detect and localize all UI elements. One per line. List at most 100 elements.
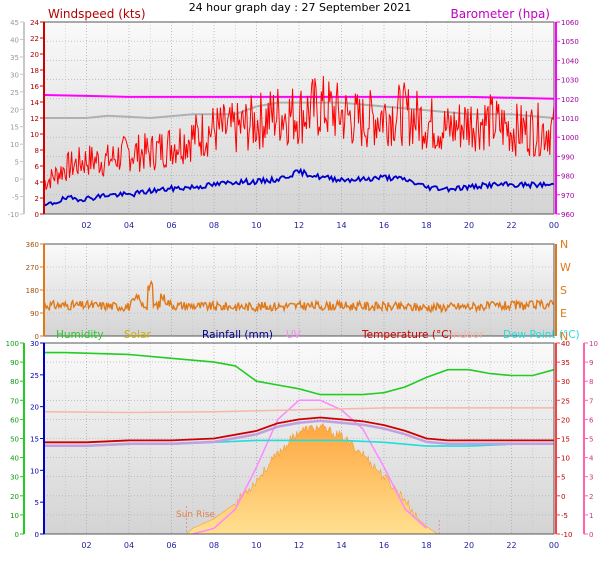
axis-tick-label: 4	[35, 179, 40, 187]
x-tick-label: 10	[251, 541, 261, 550]
axis-tick-label: 50	[10, 436, 19, 444]
direction-panel-series	[43, 279, 555, 314]
axis-tick-label: 20	[561, 416, 570, 424]
axis-tick-label: 70	[10, 397, 19, 405]
axis-tick-label: 5	[15, 159, 19, 167]
wind-panel-axes: -10-505101520253035404502468101214161820…	[8, 19, 579, 230]
x-tick-label: 20	[464, 221, 474, 230]
axis-tick-label: 6	[35, 163, 40, 171]
x-tick-label: 16	[379, 221, 389, 230]
x-tick-label: 18	[421, 541, 431, 550]
x-tick-label: 14	[336, 541, 346, 550]
axis-tick-label: 20	[10, 106, 19, 114]
axis-tick-label: 2	[35, 195, 39, 203]
x-tick-label: 12	[294, 541, 304, 550]
axis-tick-label: 30	[10, 474, 19, 482]
legend-entry: Temperature (°C)	[361, 329, 453, 341]
feels-like-band	[44, 419, 554, 448]
axis-tick-label: 2	[589, 493, 593, 501]
x-tick-label: 02	[81, 541, 91, 550]
axis-tick-label: 180	[26, 287, 39, 295]
axis-tick-label: 1	[589, 512, 593, 520]
axis-tick-label: 6	[589, 416, 594, 424]
axis-tick-label: 990	[561, 153, 574, 161]
compass-label: N	[560, 238, 568, 251]
axis-tick-label: 25	[561, 397, 570, 405]
axis-tick-label: -5	[12, 194, 19, 202]
axis-tick-label: 10	[10, 512, 19, 520]
axis-tick-label: 24	[30, 19, 39, 27]
wind-average-series-line	[43, 167, 555, 207]
axis-tick-label: 1040	[561, 57, 579, 65]
x-tick-label: 10	[251, 221, 261, 230]
axis-tick-label: 8	[589, 378, 593, 386]
axis-tick-label: 35	[561, 359, 570, 367]
indoor-series-line	[43, 407, 554, 414]
axis-tick-label: 40	[10, 455, 19, 463]
axis-tick-label: 1030	[561, 77, 579, 85]
windspeed-label: Windspeed (kts)	[48, 7, 146, 21]
axis-tick-label: 4	[589, 455, 594, 463]
wind-direction-series-line	[43, 279, 555, 314]
temp-panel-series	[43, 351, 555, 535]
axis-tick-label: 20	[30, 404, 39, 412]
axis-tick-label: 7	[589, 397, 593, 405]
axis-tick-label: 1010	[561, 115, 579, 123]
axis-tick-label: 1000	[561, 134, 579, 142]
uv-series-line	[192, 399, 428, 535]
axis-tick-label: 1020	[561, 96, 579, 104]
axis-tick-label: 15	[561, 436, 570, 444]
axis-tick-label: 15	[10, 124, 19, 132]
axis-tick-label: 80	[10, 378, 19, 386]
axis-tick-label: -5	[561, 512, 568, 520]
x-tick-label: 06	[166, 541, 176, 550]
x-tick-label: 22	[506, 221, 516, 230]
x-tick-label: 20	[464, 541, 474, 550]
axis-tick-label: 10	[30, 467, 39, 475]
axis-tick-label: 10	[30, 131, 39, 139]
x-tick-label: 02	[81, 221, 91, 230]
x-tick-label: 06	[166, 221, 176, 230]
axis-tick-label: -10	[8, 211, 19, 219]
legend-entry: Dew Point (°C)	[503, 329, 580, 341]
legend-entry: UV	[286, 329, 302, 341]
axis-tick-label: 5	[561, 474, 565, 482]
wind-panel-series	[43, 75, 555, 207]
axis-tick-label: 90	[10, 359, 19, 367]
x-tick-label: 22	[506, 541, 516, 550]
axis-tick-label: 3	[589, 474, 593, 482]
axis-tick-label: 12	[30, 115, 39, 123]
axis-tick-label: 20	[10, 493, 19, 501]
axis-tick-label: 0	[35, 333, 39, 341]
axis-tick-label: 35	[10, 54, 19, 62]
axis-tick-label: 1050	[561, 38, 579, 46]
compass-label: S	[560, 284, 567, 297]
x-tick-label: 16	[379, 541, 389, 550]
x-tick-label: 04	[124, 221, 134, 230]
axis-tick-label: 20	[30, 51, 39, 59]
axis-tick-label: 45	[10, 19, 19, 27]
x-tick-label: 04	[124, 541, 134, 550]
legend-entry: Humidity	[56, 329, 104, 341]
axis-tick-label: 16	[30, 83, 39, 91]
axis-tick-label: 10	[589, 340, 598, 348]
x-tick-label: 12	[294, 221, 304, 230]
axis-tick-label: 5	[35, 499, 39, 507]
x-tick-label: 00	[549, 221, 559, 230]
axis-tick-label: -10	[561, 531, 572, 539]
axis-tick-label: 0	[589, 531, 593, 539]
wind-gust-series-line	[43, 75, 555, 190]
chart-title: 24 hour graph day : 27 September 2021	[189, 1, 412, 14]
compass-label: N	[560, 330, 568, 343]
temperature-series-line	[44, 416, 554, 444]
axis-tick-label: 15	[30, 436, 39, 444]
axis-tick-label: 30	[10, 71, 19, 79]
axis-tick-label: 40	[561, 340, 570, 348]
temp-panel-legend: Humidity Solar Rainfall (mm) UV Temperature …	[56, 329, 580, 341]
sunrise-annotation: Sun Rise	[176, 510, 215, 520]
axis-tick-label: 0	[15, 531, 19, 539]
axis-tick-label: 8	[35, 147, 39, 155]
